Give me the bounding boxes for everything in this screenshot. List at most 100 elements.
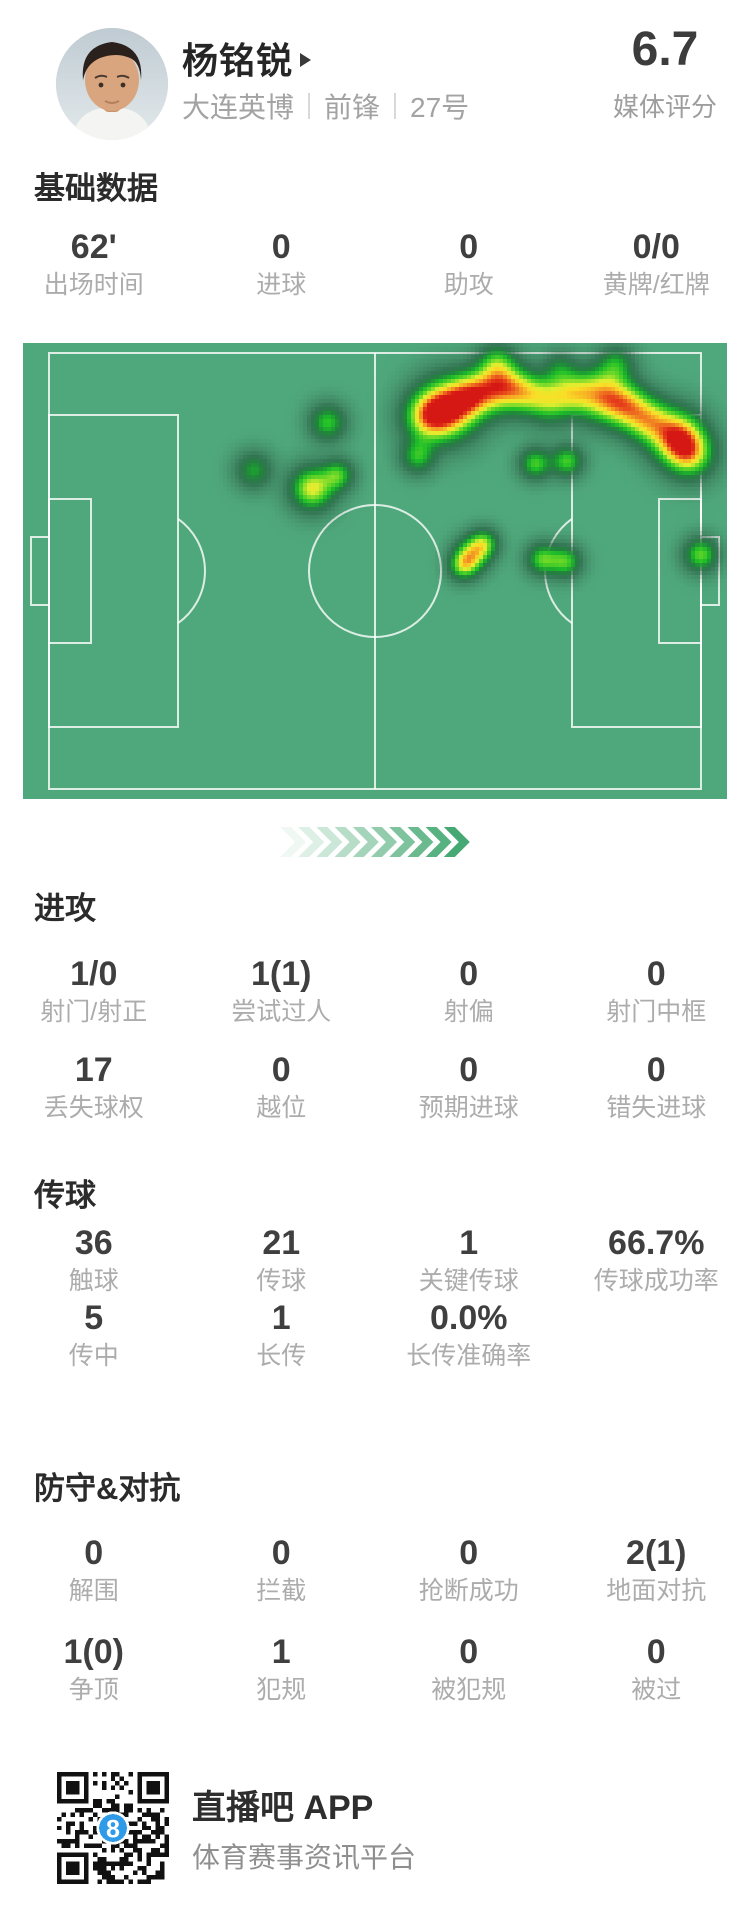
passing-stats-row: 5 传中 1 长传 0.0% 长传准确率	[0, 1297, 750, 1371]
footer-tagline: 体育赛事资讯平台	[192, 1842, 417, 1873]
stat-cell: 0.0% 长传准确率	[375, 1297, 563, 1371]
player-team: 大连英博	[182, 92, 295, 123]
stat-value: 0.0%	[430, 1299, 508, 1337]
stat-label: 射偏	[443, 998, 494, 1026]
chevron-icon	[334, 827, 361, 857]
stat-value: 1	[271, 1299, 291, 1337]
stat-label: 被过	[631, 1676, 682, 1704]
stat-label: 助攻	[443, 271, 494, 299]
chevron-icon	[352, 827, 379, 857]
stat-label: 犯规	[256, 1676, 307, 1704]
stat-value: 17	[74, 1051, 113, 1089]
stat-cell: 36 触球	[0, 1222, 188, 1296]
stat-label: 传球成功率	[593, 1267, 719, 1295]
stat-cell: 1(1) 尝试过人	[188, 953, 376, 1027]
stat-cell: 0 射偏	[375, 953, 563, 1027]
stat-value: 1	[271, 1633, 291, 1671]
stat-label: 长传准确率	[406, 1342, 532, 1370]
stat-label: 尝试过人	[231, 998, 332, 1026]
stat-cell: 21 传球	[188, 1222, 376, 1296]
stat-value: 1(1)	[251, 955, 312, 993]
stat-cell: 0 解围	[0, 1532, 188, 1606]
stat-cell: 0 射门中框	[563, 953, 750, 1027]
stat-cell: 0 进球	[188, 226, 376, 300]
stat-value: 0	[84, 1534, 104, 1572]
stat-cell: 0 预期进球	[375, 1049, 563, 1123]
stat-cell: 1 长传	[188, 1297, 376, 1371]
stat-label: 越位	[256, 1094, 307, 1122]
heatmap-pitch	[23, 343, 727, 799]
stat-value: 66.7%	[608, 1224, 705, 1262]
chevron-icon	[298, 827, 325, 857]
stat-value: 0	[646, 955, 666, 993]
qr-logo-text: 8	[106, 1815, 120, 1843]
player-shirt-number: 27号	[410, 92, 470, 123]
stat-label: 长传	[256, 1342, 307, 1370]
attack-stats-row: 1/0 射门/射正 1(1) 尝试过人 0 射偏 0 射门中框	[0, 953, 750, 1027]
chevron-icon	[425, 827, 452, 857]
stat-label: 丢失球权	[43, 1094, 144, 1122]
section-title-passing: 传球	[34, 1178, 96, 1213]
stat-value: 0	[271, 1534, 291, 1572]
divider	[394, 93, 397, 119]
stat-value: 0/0	[632, 228, 680, 266]
stat-value: 36	[74, 1224, 113, 1262]
stat-value: 2(1)	[626, 1534, 687, 1572]
stat-value: 0	[459, 228, 479, 266]
stat-label: 被犯规	[431, 1676, 507, 1704]
stat-cell: 1 犯规	[188, 1631, 376, 1705]
stat-label: 触球	[68, 1267, 119, 1295]
heatmap-canvas	[23, 343, 727, 799]
stat-value: 21	[262, 1224, 301, 1262]
stat-value: 1(0)	[63, 1633, 124, 1671]
chevron-icon	[407, 827, 434, 857]
section-title-basic: 基础数据	[34, 171, 158, 206]
stat-label: 传球	[256, 1267, 307, 1295]
chevrons-svg	[280, 827, 470, 857]
stat-cell: 0 助攻	[375, 226, 563, 300]
stat-label: 射门/射正	[40, 998, 148, 1026]
rating-label: 媒体评分	[612, 92, 717, 122]
stat-cell: 1 关键传球	[375, 1222, 563, 1296]
stat-label: 预期进球	[418, 1094, 519, 1122]
chevron-icon	[316, 827, 343, 857]
chevron-icon	[443, 827, 470, 857]
stat-cell: 0 被犯规	[375, 1631, 563, 1705]
stat-value: 5	[84, 1299, 104, 1337]
stat-label: 关键传球	[418, 1267, 519, 1295]
player-info-line: 大连英博 前锋 27号	[182, 88, 469, 124]
chevron-icon	[389, 827, 416, 857]
stat-cell: 0 越位	[188, 1049, 376, 1123]
chevron-icon	[280, 827, 306, 857]
stat-cell: 0 被过	[563, 1631, 750, 1705]
stat-label: 黄牌/红牌	[602, 271, 710, 299]
stat-cell: 0 拦截	[188, 1532, 376, 1606]
player-name: 杨铭锐	[182, 40, 294, 81]
qr-code: 8	[57, 1772, 169, 1884]
stat-label: 出场时间	[43, 271, 144, 299]
stat-value: 0	[646, 1633, 666, 1671]
stat-value: 0	[459, 1051, 479, 1089]
stat-value: 0	[459, 1633, 479, 1671]
attack-direction-chevrons	[280, 827, 470, 857]
footer-app-name: 直播吧 APP	[192, 1789, 374, 1827]
stat-label: 传中	[68, 1342, 119, 1370]
stat-value: 1/0	[70, 955, 118, 993]
stat-value: 0	[459, 955, 479, 993]
stat-value: 1	[459, 1224, 479, 1262]
play-marker-icon[interactable]	[300, 53, 312, 67]
stat-cell: 1/0 射门/射正	[0, 953, 188, 1027]
stat-value: 0	[271, 1051, 291, 1089]
qr-center-logo	[96, 1811, 130, 1845]
player-avatar-image	[56, 28, 168, 140]
stat-cell: 17 丢失球权	[0, 1049, 188, 1123]
defense-stats-row: 0 解围 0 拦截 0 抢断成功 2(1) 地面对抗	[0, 1532, 750, 1606]
stat-cell: 0/0 黄牌/红牌	[563, 226, 750, 300]
stat-label: 争顶	[68, 1676, 119, 1704]
stat-cell-empty	[563, 1297, 750, 1371]
basic-stats-row: 62' 出场时间 0 进球 0 助攻 0/0 黄牌/红牌	[0, 226, 750, 300]
stat-value: 62'	[70, 228, 117, 266]
stat-cell: 1(0) 争顶	[0, 1631, 188, 1705]
rating-value: 6.7	[631, 23, 699, 76]
